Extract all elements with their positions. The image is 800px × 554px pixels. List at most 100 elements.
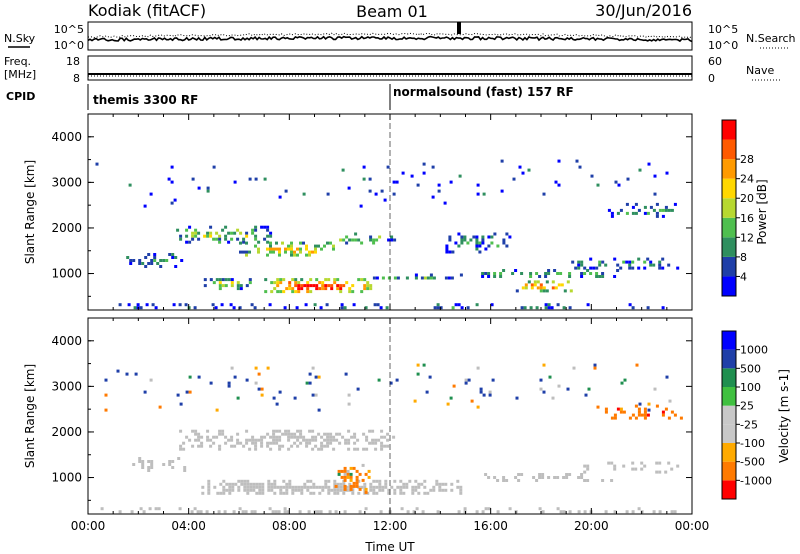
- data-cell: [536, 286, 540, 290]
- data-cell: [339, 488, 343, 492]
- data-cell: [658, 263, 662, 267]
- data-cell: [274, 510, 278, 514]
- data-cell: [467, 378, 471, 382]
- data-cell: [414, 479, 418, 483]
- data-cell: [300, 287, 304, 291]
- data-cell: [667, 461, 671, 465]
- data-cell: [272, 435, 276, 439]
- data-cell: [378, 482, 382, 486]
- data-cell: [583, 266, 587, 270]
- data-cell: [422, 171, 426, 175]
- data-cell: [261, 485, 265, 489]
- data-cell: [351, 290, 355, 294]
- data-cell: [387, 491, 391, 495]
- data-cell: [363, 284, 367, 288]
- data-cell: [297, 281, 301, 285]
- data-cell: [369, 488, 373, 492]
- data-cell: [305, 247, 308, 251]
- data-cell: [272, 247, 275, 251]
- data-cell: [278, 447, 282, 451]
- data-cell: [337, 469, 341, 473]
- data-cell: [436, 306, 440, 310]
- data-cell: [311, 429, 315, 433]
- data-cell: [547, 272, 551, 275]
- data-cell: [143, 390, 147, 394]
- data-cell: [423, 485, 427, 489]
- data-cell: [613, 416, 617, 420]
- data-cell: [542, 192, 546, 196]
- data-cell: [614, 180, 618, 184]
- data-cell: [450, 276, 454, 280]
- data-cell: [245, 438, 249, 442]
- x-axis-label: Time UT: [364, 540, 415, 554]
- data-cell: [412, 510, 416, 514]
- data-cell: [269, 435, 273, 439]
- data-cell: [296, 247, 299, 251]
- data-cell: [341, 435, 345, 439]
- data-cell: [294, 284, 298, 288]
- data-cell: [454, 303, 458, 307]
- data-cell: [321, 281, 325, 285]
- data-cell: [142, 510, 146, 514]
- colorbar-tick-label: 12: [740, 231, 754, 244]
- data-cell: [547, 306, 551, 310]
- x-tick-label: 04:00: [171, 519, 206, 533]
- data-cell: [620, 381, 624, 385]
- data-cell: [484, 507, 488, 511]
- data-cell: [610, 416, 614, 420]
- data-cell: [326, 192, 330, 196]
- data-cell: [305, 381, 309, 385]
- data-cell: [610, 461, 614, 465]
- colorbar-swatch: [722, 237, 736, 257]
- data-cell: [593, 363, 597, 367]
- data-cell: [275, 241, 278, 245]
- data-cell: [321, 488, 325, 492]
- data-cell: [167, 177, 171, 181]
- data-cell: [493, 272, 497, 275]
- data-cell: [224, 284, 228, 288]
- data-cell: [423, 491, 427, 495]
- data-cell: [541, 473, 545, 476]
- data-cell: [336, 287, 340, 291]
- data-cell: [384, 482, 388, 486]
- data-cell: [303, 485, 307, 489]
- data-cell: [266, 441, 270, 445]
- data-cell: [330, 287, 334, 291]
- data-cell: [252, 488, 256, 492]
- data-cell: [449, 396, 453, 400]
- data-cell: [613, 464, 617, 468]
- data-cell: [269, 234, 273, 238]
- data-cell: [652, 263, 656, 267]
- data-cell: [309, 491, 313, 495]
- data-cell: [194, 429, 198, 433]
- data-cell: [291, 290, 295, 294]
- data-cell: [571, 260, 575, 264]
- data-cell: [450, 482, 454, 486]
- data-cell: [263, 435, 267, 439]
- data-cell: [493, 476, 497, 479]
- data-cell: [380, 429, 384, 433]
- data-cell: [664, 205, 668, 209]
- data-cell: [133, 306, 137, 310]
- data-cell: [396, 276, 400, 280]
- data-cell: [619, 410, 623, 414]
- data-cell: [346, 472, 350, 476]
- data-cell: [138, 262, 142, 265]
- data-cell: [380, 435, 384, 439]
- data-cell: [556, 507, 560, 511]
- data-cell: [351, 238, 355, 242]
- data-cell: [568, 510, 572, 514]
- data-cell: [339, 238, 343, 242]
- data-cell: [416, 183, 420, 187]
- data-cell: [505, 244, 509, 248]
- data-cell: [327, 491, 331, 495]
- colorbar-tick-label: -25: [740, 418, 758, 431]
- data-cell: [306, 284, 310, 288]
- data-cell: [356, 438, 360, 442]
- data-cell: [417, 491, 421, 495]
- data-cell: [245, 429, 249, 433]
- data-cell: [475, 247, 479, 251]
- data-cell: [464, 378, 468, 382]
- data-cell: [126, 256, 130, 259]
- data-cell: [655, 202, 659, 206]
